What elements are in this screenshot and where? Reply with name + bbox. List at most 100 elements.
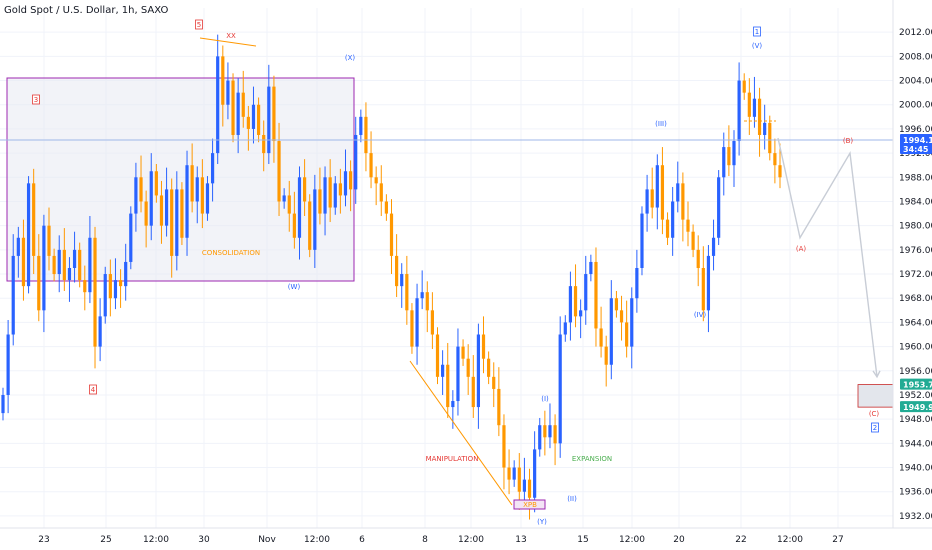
candle-body [83,280,87,293]
wave-label-box [89,384,97,395]
candle-body [93,237,97,347]
y-tick-label: 1992.00 [899,149,932,159]
candle-body [262,134,266,154]
wave-label-box [871,422,879,433]
candle-body [415,298,419,347]
y-tick-label: 1944.00 [899,439,932,449]
grid [0,8,893,528]
xx-line [199,37,257,47]
wave-label: (A) [796,245,807,253]
candle-body [395,255,399,287]
candle-body [681,183,685,220]
annotation-label: EXPANSION [572,455,612,463]
candle-body [497,388,501,426]
wave-label: 5 [197,21,201,29]
x-tick-label: 6 [359,535,365,545]
candle-body [619,310,624,323]
candle-body [568,286,573,323]
candle-body [599,328,603,347]
x-tick-label: 25 [100,535,111,545]
candle-body [374,177,378,184]
candle-body [527,479,532,498]
candle-body [558,334,562,444]
y-tick-label: 1932.00 [899,512,932,522]
y-tick-label: 1968.00 [899,294,932,304]
wave-label: (I) [541,395,549,403]
target-zone [857,384,894,408]
candle-body [584,274,588,311]
current-price-badge-bg [900,134,932,155]
candle-body [757,98,762,135]
wave-label-box [753,26,761,37]
candle-body [461,346,465,359]
wave-label: 1 [755,28,759,36]
candle-body [67,268,72,281]
y-tick-label: 1972.00 [899,270,932,280]
candle-body [108,274,112,299]
candle-body [359,116,363,135]
candle-body [57,249,61,275]
candle-body [323,177,327,214]
candle-body [338,183,342,196]
wave-label: (C) [869,410,880,418]
candle-body [476,334,481,408]
wave-label: (III) [655,120,667,128]
candle-body [768,122,772,154]
candle-body [625,322,629,347]
y-tick-label: 1976.00 [899,246,932,256]
candle-body [302,177,307,202]
candle-body [507,467,511,480]
candle-body [26,183,31,287]
time-axis[interactable]: 23 25 12:00 30 Nov 12:00 6 8 12:00 13 15 12:00 20 22 1… [38,535,843,545]
candle-body [200,177,204,214]
projection-path [777,137,878,377]
y-tick-label: 2004.00 [899,77,932,87]
candle-body [256,104,261,135]
candle-body [671,201,675,238]
candle-body [451,401,455,408]
candle-body [430,310,434,335]
candle-body [384,201,388,214]
candle-body [522,479,527,492]
candle-body [343,171,348,196]
candle-body [405,274,409,311]
candle-body [333,183,337,208]
candle-body [328,177,332,208]
x-tick-label: Nov [258,535,276,545]
candle-body [640,213,644,268]
price-axis[interactable]: 1932.00 1936.00 1940.00 1944.00 1948.00 1952.… [899,28,932,522]
candle-body [32,183,36,256]
candle-body [548,425,552,438]
candle-body [231,80,235,135]
candle-body [609,298,613,365]
candle-body [282,195,286,202]
candle-body [487,358,491,377]
candle-body [287,195,291,214]
wave-label: (IV) [694,311,707,319]
annotation-label: XPB [523,501,537,509]
candle-body [149,171,153,226]
candle-body [124,261,128,287]
candle-body [553,425,557,444]
candle-body [241,92,245,117]
candle-body [441,364,445,377]
candle-body [737,80,741,142]
candle-body [696,249,700,268]
candle-body [226,80,230,105]
x-tick-label: 12:00 [458,535,484,545]
candle-body [195,177,199,202]
candle-body [88,237,92,293]
y-tick-label: 1964.00 [899,318,932,328]
manipulation-line [409,360,513,506]
candle-body [655,165,659,208]
y-tick-label: 2000.00 [899,101,932,111]
current-price-badge-countdown: 34:45 [903,145,929,154]
candle-body [236,92,240,135]
candle-body [37,255,41,311]
y-tick-label: 1984.00 [899,197,932,207]
candle-body [98,316,102,347]
zone-top-badge-bg [900,378,932,390]
candle-body [481,334,486,359]
y-tick-label: 1936.00 [899,488,932,498]
